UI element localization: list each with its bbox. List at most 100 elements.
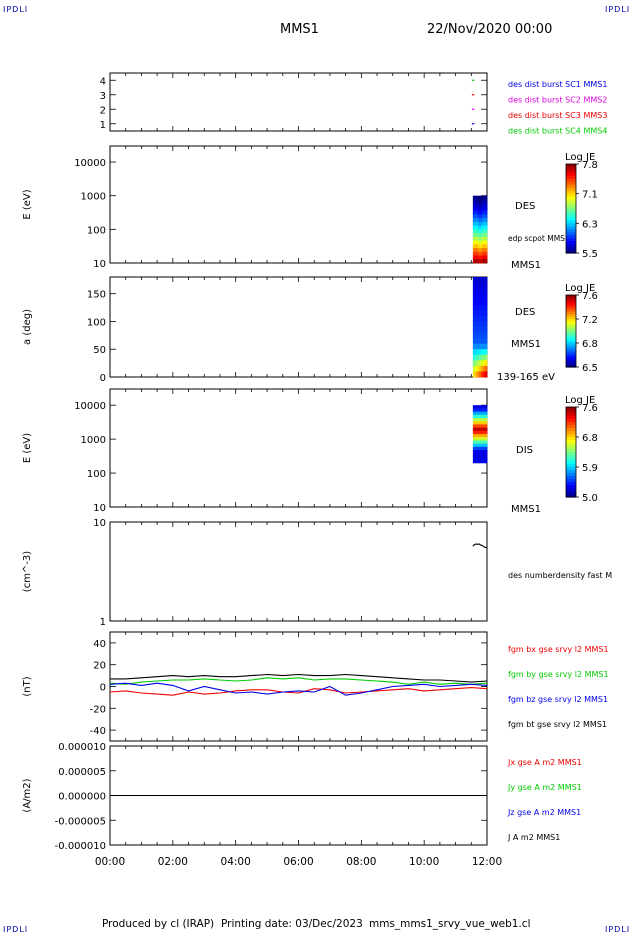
heatmap-cell bbox=[472, 251, 475, 256]
heatmap-cell bbox=[482, 338, 485, 345]
heatmap-cell bbox=[477, 244, 480, 249]
heatmap-cell bbox=[474, 233, 477, 238]
heatmap-cell bbox=[472, 315, 475, 322]
heatmap-cell bbox=[483, 236, 486, 241]
colorbar-des-energy-swatch bbox=[566, 184, 576, 189]
heatmap-cell bbox=[483, 327, 486, 333]
colorbar-des-pa-swatch bbox=[566, 328, 576, 332]
legend-6-2: Jy gse A m2 MMS1 bbox=[507, 783, 582, 792]
heatmap-cell bbox=[480, 408, 483, 412]
y-tick-label: 1000 bbox=[81, 435, 106, 446]
heatmap-cell bbox=[485, 221, 488, 227]
heatmap-cell bbox=[472, 244, 475, 249]
heatmap-cell bbox=[483, 440, 486, 445]
heatmap-cell bbox=[482, 459, 485, 464]
heatmap-cell bbox=[472, 427, 475, 432]
heatmap-cell bbox=[480, 360, 483, 367]
heatmap-cell bbox=[485, 332, 488, 339]
heatmap-cell bbox=[477, 459, 480, 464]
heatmap-cell bbox=[485, 459, 488, 464]
heatmap-cell bbox=[474, 443, 477, 448]
heatmap-cell bbox=[483, 255, 486, 260]
heatmap-cell bbox=[485, 277, 488, 283]
heatmap-cell bbox=[485, 288, 488, 295]
heatmap-cell bbox=[479, 244, 482, 249]
colorbar-des-energy-title: Log JE bbox=[565, 152, 595, 163]
heatmap-cell bbox=[479, 446, 482, 451]
heatmap-cell bbox=[476, 315, 478, 322]
heatmap-cell bbox=[474, 203, 477, 208]
heatmap-cell bbox=[485, 206, 488, 212]
heatmap-cell bbox=[472, 299, 475, 306]
heatmap-cell bbox=[479, 440, 482, 445]
heatmap-cell bbox=[485, 282, 488, 289]
heatmap-cell bbox=[483, 229, 486, 234]
colorbar-des-pa-swatch bbox=[566, 302, 576, 306]
heatmap-cell bbox=[482, 293, 485, 300]
heatmap-cell bbox=[474, 437, 477, 441]
colorbar-dis-energy-swatch bbox=[566, 452, 576, 456]
heatmap-cell bbox=[479, 443, 482, 448]
heatmap-cell bbox=[476, 203, 478, 208]
heatmap-cell bbox=[476, 360, 478, 367]
heatmap-cell bbox=[472, 288, 475, 295]
heatmap-cell bbox=[479, 288, 482, 295]
heatmap-cell bbox=[472, 459, 475, 464]
heatmap-cell bbox=[472, 414, 475, 419]
corner-label-top-right: IPDLI bbox=[605, 5, 630, 14]
series-line-5-1 bbox=[109, 687, 488, 696]
heatmap-cell bbox=[476, 424, 478, 429]
heatmap-cell bbox=[483, 218, 486, 223]
x-tick-label: 00:00 bbox=[95, 856, 125, 868]
colorbar-des-pa-swatch bbox=[566, 307, 576, 310]
heatmap-cell bbox=[474, 218, 477, 223]
heatmap-cell bbox=[485, 259, 488, 264]
heatmap-cell bbox=[472, 304, 475, 311]
heatmap-cell bbox=[485, 437, 488, 441]
colorbar-dis-energy-swatch bbox=[566, 440, 576, 444]
heatmap-cell bbox=[476, 233, 478, 238]
heatmap-cell bbox=[485, 456, 488, 461]
heatmap-cell bbox=[482, 434, 485, 438]
heatmap-cell bbox=[476, 240, 478, 245]
heatmap-cell bbox=[485, 310, 488, 317]
heatmap-cell bbox=[472, 259, 475, 264]
heatmap-cell bbox=[480, 199, 483, 204]
heatmap-cell bbox=[472, 446, 475, 451]
heatmap-cell bbox=[474, 332, 477, 339]
colorbar-des-energy-tick-label: 7.8 bbox=[582, 160, 598, 171]
heatmap-cell bbox=[482, 418, 485, 422]
heatmap-cell bbox=[485, 360, 488, 367]
heatmap-cell bbox=[480, 248, 483, 253]
legend-5-1: fgm bx gse srvy l2 MMS1 bbox=[508, 645, 609, 654]
y-tick-label: 0.000005 bbox=[58, 767, 106, 778]
heatmap-cell bbox=[479, 225, 482, 230]
y-axis-label: E (eV) bbox=[22, 189, 33, 219]
y-tick-label: 10000 bbox=[74, 401, 106, 412]
heatmap-cell bbox=[485, 233, 488, 238]
heatmap-cell bbox=[477, 282, 480, 289]
heatmap-cell bbox=[474, 453, 477, 457]
colorbar-des-energy-swatch bbox=[566, 226, 576, 230]
colorbar-dis-energy-swatch bbox=[566, 446, 576, 450]
heatmap-cell bbox=[482, 299, 485, 306]
heatmap-cell bbox=[474, 199, 477, 204]
heatmap-cell bbox=[480, 349, 483, 356]
heatmap-cell bbox=[485, 450, 488, 454]
heatmap-cell bbox=[474, 405, 477, 409]
heatmap-cell bbox=[482, 371, 485, 378]
corner-label-bottom-right: IPDLI bbox=[605, 925, 630, 934]
colorbar-dis-energy-swatch bbox=[566, 479, 576, 483]
heatmap-cell bbox=[485, 443, 488, 448]
colorbar-des-energy-swatch bbox=[566, 223, 576, 227]
colorbar-des-energy-swatch bbox=[566, 217, 576, 221]
colorbar-des-energy-tick-label: 6.3 bbox=[582, 219, 598, 230]
heatmap-cell bbox=[483, 332, 486, 339]
colorbar-des-pa-frame bbox=[565, 294, 577, 368]
panel-label-mms1-c: MMS1 bbox=[511, 504, 541, 515]
heatmap-cell bbox=[480, 221, 483, 227]
colorbar-des-energy-swatch bbox=[566, 229, 576, 233]
colorbar-dis-energy-swatch bbox=[566, 428, 576, 432]
heatmap-cell bbox=[474, 440, 477, 445]
colorbar-des-pa-swatch bbox=[566, 295, 576, 298]
